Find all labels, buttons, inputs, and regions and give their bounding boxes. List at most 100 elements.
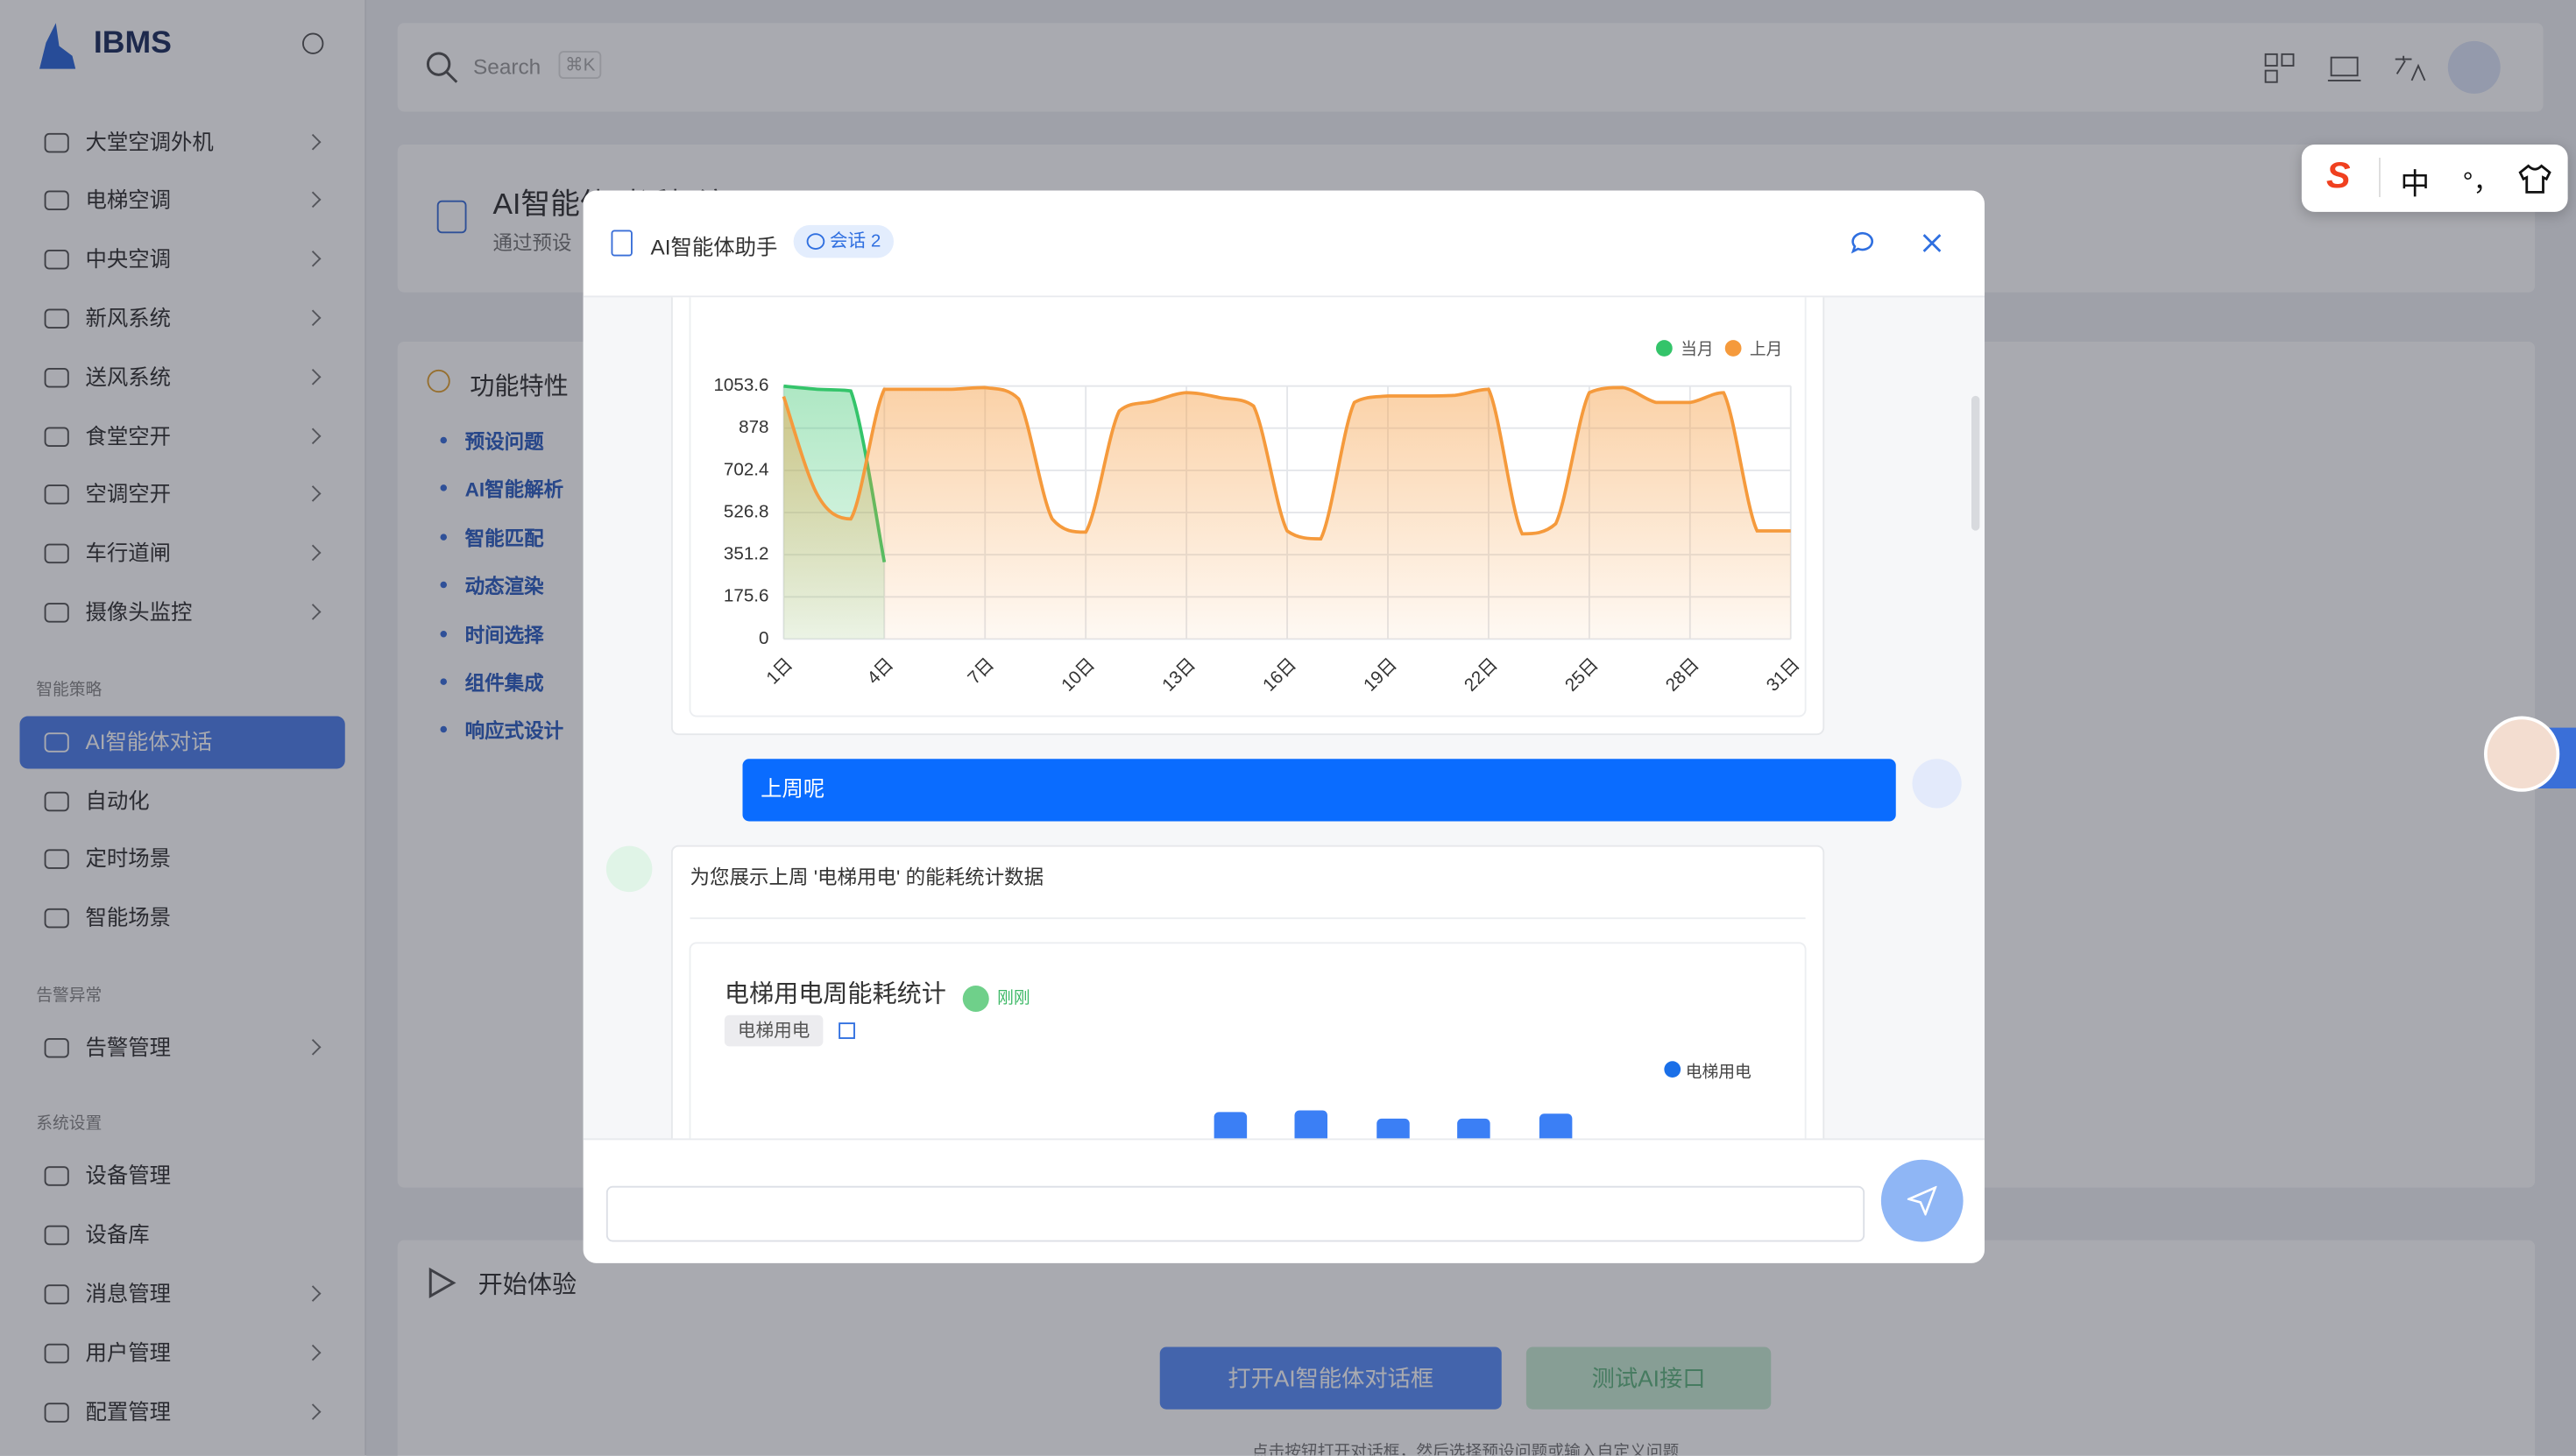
legend-dot (1724, 340, 1742, 357)
menu-item[interactable]: 摄像头监控 (20, 586, 345, 639)
menu-label: 大堂空调外机 (85, 130, 214, 155)
toolbar-icons[interactable] (2264, 51, 2478, 87)
menu-item[interactable]: 设备库 (20, 1209, 345, 1262)
user-avatar[interactable] (2447, 40, 2501, 94)
tag (724, 1014, 824, 1047)
menu-item[interactable]: 新风系统 (20, 293, 345, 345)
menu-item[interactable]: 告警管理 (20, 1021, 345, 1074)
user-avatar (1912, 759, 1962, 809)
menu-item[interactable]: 中央空调 (20, 233, 345, 286)
menu-item[interactable]: 用户管理 (20, 1327, 345, 1380)
legend-label: 上月 (1750, 339, 1783, 357)
feature-item: 智能匹配 (464, 527, 544, 550)
menu-item[interactable]: 定时场景 (20, 833, 345, 886)
section-title: 功能特性 (470, 372, 569, 401)
card-title: 电梯用电周能耗统计 (725, 980, 946, 1007)
bullet (440, 582, 447, 589)
y-tick-label: 702.4 (724, 459, 769, 479)
scrollbar[interactable] (1971, 395, 1980, 531)
menu-label: 电梯空调 (85, 187, 172, 212)
area-fill (783, 387, 1791, 640)
bullet (440, 484, 447, 492)
chat-body: 0 175.6 351.2 526.8 702.4 878 1053.6 1日 4日 7日 10日 1… (583, 247, 1985, 1263)
assistant-message: 为您展示上周 '电梯用电' 的能耗统计数据 (690, 866, 1044, 888)
menu-icon (44, 543, 69, 564)
menu-item[interactable]: 配置管理 (20, 1387, 345, 1439)
brand: IBMS (93, 26, 172, 61)
collapse-toggle[interactable] (302, 32, 324, 54)
menu-label: 智能场景 (85, 905, 172, 930)
feature-item: 组件集成 (464, 671, 544, 696)
send-button[interactable] (1880, 1159, 1964, 1242)
menu-label: 告警管理 (85, 1035, 172, 1060)
start-card: 开始体验 打开AI智能体对话框 测试AI接口 点击按钮打开对话框，然后选择预设问… (397, 1240, 2536, 1456)
menu-item[interactable]: 智能场景 (20, 892, 345, 944)
chart-card (689, 942, 1807, 1263)
search-input[interactable]: Search (473, 53, 541, 79)
menu-item[interactable]: 消息管理 (20, 1269, 345, 1321)
dialog-title: AI智能体助手 (650, 235, 778, 260)
menu-icon (44, 908, 69, 929)
chat-dialog: AI智能体助手 会话 2 0 175.6 351.2 526.8 702.4 878 105… (583, 190, 1985, 1263)
section-label: 系统设置 (36, 1115, 103, 1134)
bulb-icon (427, 369, 450, 393)
y-tick-label: 0 (759, 628, 768, 648)
menu-icon (44, 1225, 69, 1246)
close-button[interactable] (1922, 233, 1943, 253)
menu-icon (44, 1284, 69, 1304)
menu-item[interactable]: 食堂空开 (20, 411, 345, 463)
menu-label: 新风系统 (85, 305, 172, 330)
bullet (440, 726, 447, 733)
assistant-avatar[interactable] (2484, 716, 2560, 792)
status-dot (962, 986, 989, 1012)
menu-label: 空调空开 (85, 481, 172, 506)
message-input[interactable] (605, 1185, 1865, 1242)
user-bubble (742, 759, 1896, 822)
edit-icon[interactable] (839, 1022, 855, 1039)
section-title: 开始体验 (478, 1271, 577, 1300)
ime-toolbar[interactable]: S 中 °， (2301, 145, 2568, 212)
bullet (440, 678, 447, 685)
bullet (440, 533, 447, 541)
menu-item[interactable]: AI智能体对话 (19, 716, 345, 769)
tag-text: 电梯用电 (738, 1021, 810, 1041)
feature-item: AI智能解析 (464, 478, 564, 502)
menu-icon (44, 190, 69, 210)
line (782, 385, 1791, 541)
menu-icon (44, 732, 69, 753)
menu-icon (44, 1403, 69, 1423)
page-subtitle: 通过预设 (492, 231, 572, 255)
menu-item[interactable]: 车行道闸 (20, 527, 345, 580)
ime-mode[interactable]: 中 (2400, 167, 2431, 201)
menu-icon (44, 1343, 69, 1364)
menu-item[interactable]: 送风系统 (20, 351, 345, 404)
skin-icon[interactable] (2518, 164, 2551, 194)
menu-label: 送风系统 (85, 364, 172, 390)
menu-label: 摄像头监控 (85, 599, 193, 625)
menu-item[interactable]: 自动化 (20, 775, 345, 828)
menu-label: 设备库 (85, 1222, 150, 1247)
hint-text: 点击按钮打开对话框，然后选择预设问题或输入自定义问题 (1251, 1444, 1680, 1456)
shortcut-hint: ⌘K (558, 51, 602, 79)
send-icon (1907, 1185, 1937, 1216)
ime-punctuation[interactable]: °， (2462, 169, 2500, 197)
assistant-avatar (605, 845, 653, 893)
legend-label: 电梯用电 (1686, 1062, 1752, 1080)
feature-item: 响应式设计 (464, 719, 564, 744)
ime-logo: S (2326, 154, 2351, 196)
test-api-button[interactable]: 测试AI接口 (1525, 1346, 1772, 1410)
menu-icon (44, 603, 69, 623)
menu-item[interactable]: 电梯空调 (20, 174, 345, 227)
menu-label: 用户管理 (85, 1340, 172, 1366)
menu-item[interactable]: 大堂空调外机 (20, 117, 345, 169)
open-dialog-button[interactable]: 打开AI智能体对话框 (1159, 1346, 1502, 1410)
legend-dot (1664, 1061, 1681, 1078)
menu-item[interactable]: 空调空开 (20, 468, 345, 520)
session-badge[interactable]: 会话 2 (793, 224, 895, 258)
menu-item[interactable]: 设备管理 (20, 1150, 345, 1203)
menu-label: AI智能体对话 (85, 729, 213, 754)
new-chat-button[interactable] (1850, 230, 1876, 257)
